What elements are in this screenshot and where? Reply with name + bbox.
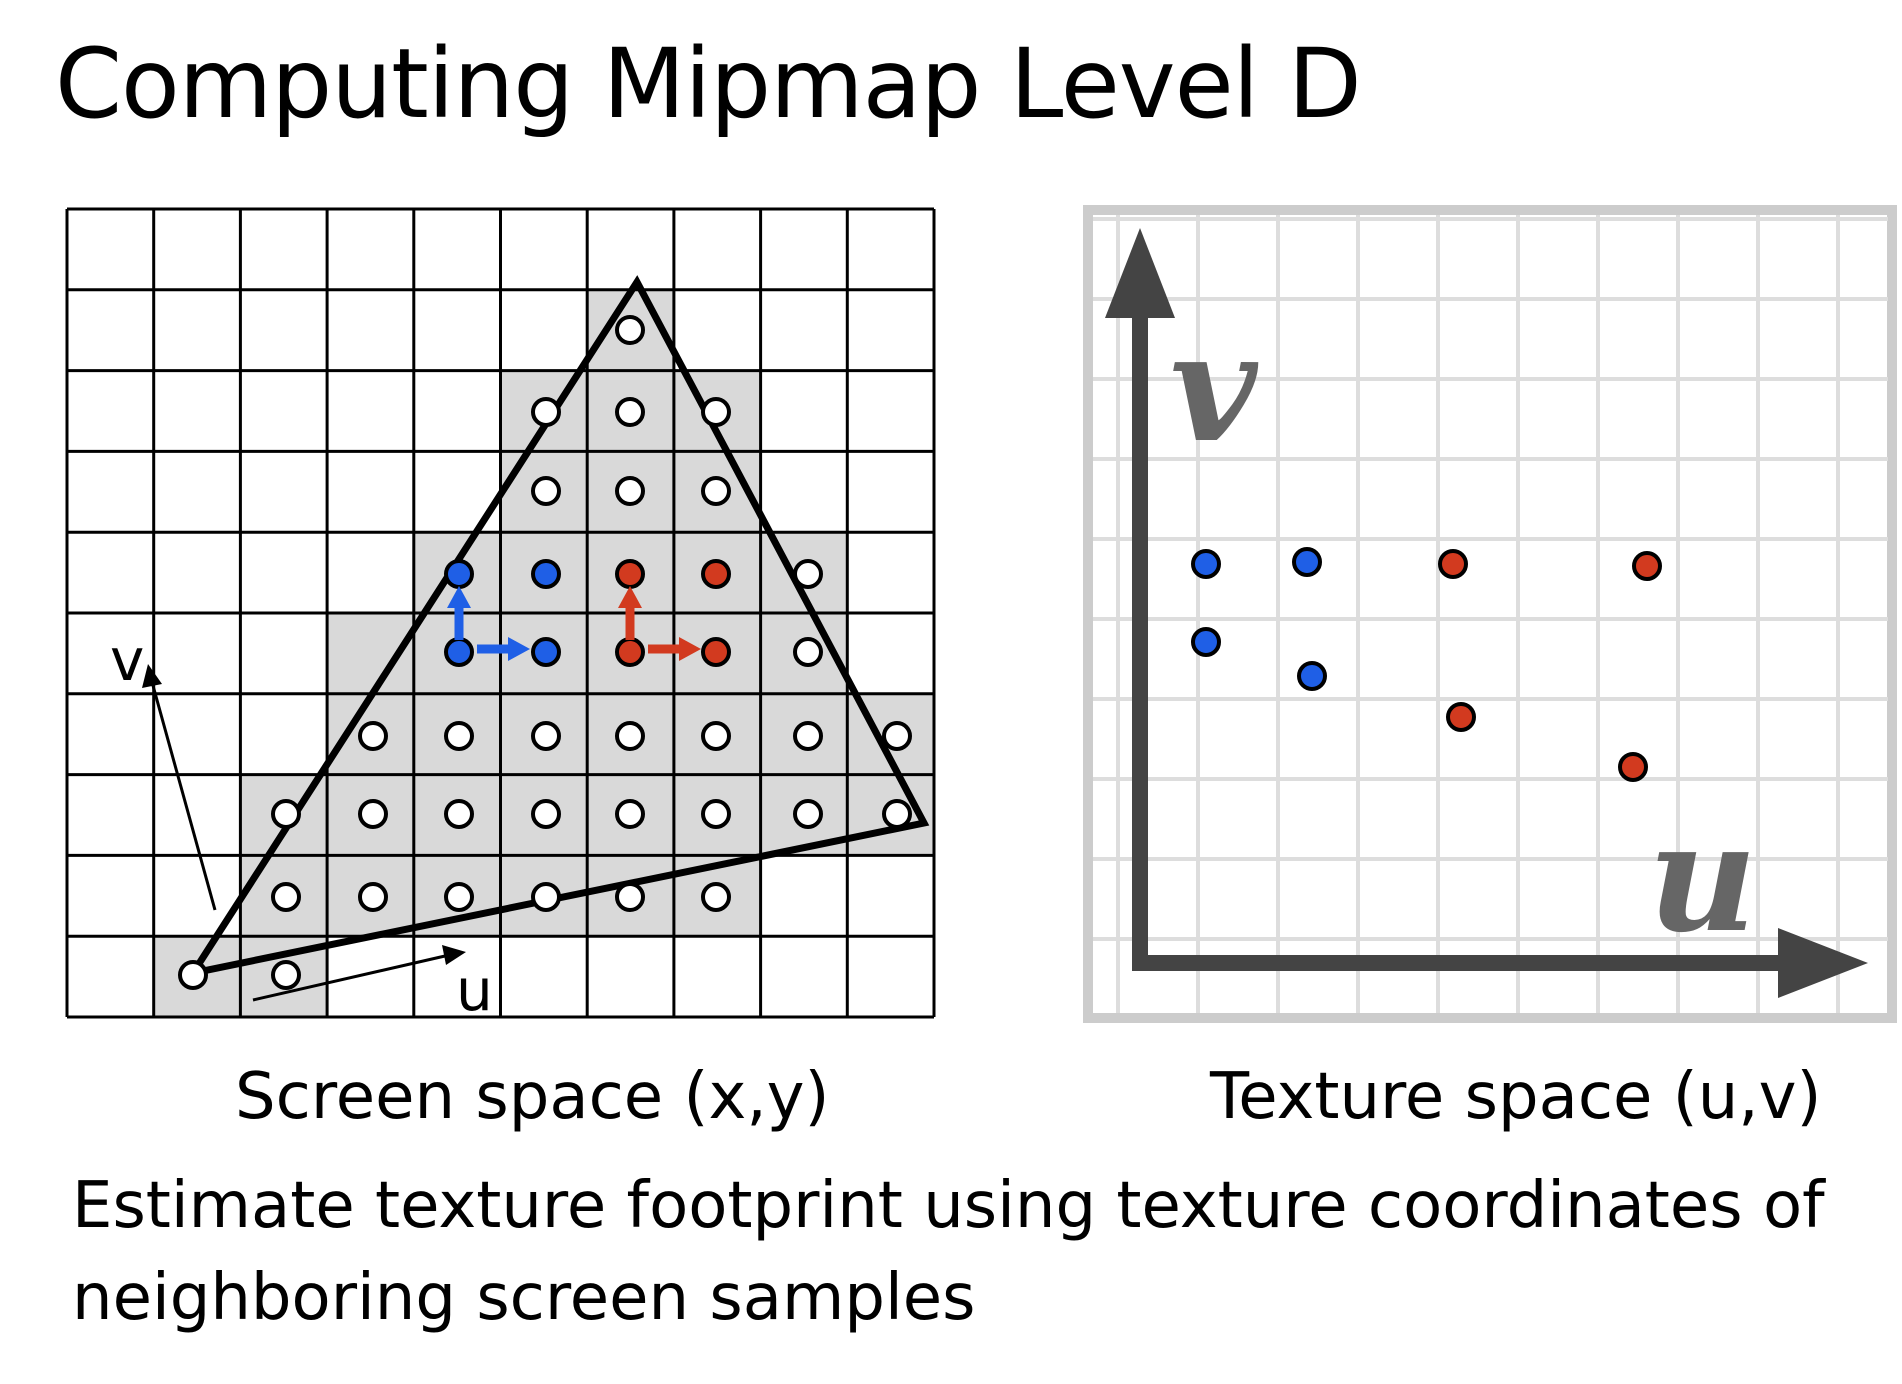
screen-space-panel: v u (65, 207, 936, 1024)
sample-point (531, 397, 561, 427)
texture-sample-points (1191, 547, 1662, 782)
blue-texture-point (1297, 661, 1327, 691)
sample-point (615, 315, 645, 345)
explanation-text: Estimate texture footprint using texture… (72, 1169, 1825, 1335)
blue-texture-point (1292, 547, 1322, 577)
sample-point (271, 960, 301, 990)
texture-axis-u-label: u (1648, 790, 1757, 966)
sample-point (271, 799, 301, 829)
sample-point (701, 799, 731, 829)
screen-axis-v-label: v (110, 626, 144, 694)
texture-grid (1093, 215, 1888, 1013)
sample-point (444, 799, 474, 829)
screen-pixel-grid (65, 207, 936, 1019)
sample-point (701, 721, 731, 751)
texture-space-panel: v u (1083, 205, 1897, 1023)
sample-point (531, 882, 561, 912)
sample-point (615, 882, 645, 912)
red-texture-point (1446, 702, 1476, 732)
sample-point (882, 721, 912, 751)
blue-sample (531, 559, 561, 589)
sample-point (793, 721, 823, 751)
red-texture-point (1438, 549, 1468, 579)
screen-space-caption: Screen space (x,y) (235, 1060, 830, 1134)
sample-point (701, 397, 731, 427)
sample-point (615, 721, 645, 751)
sample-point (793, 637, 823, 667)
red-sample (701, 637, 731, 667)
sample-point (444, 721, 474, 751)
sample-point (615, 476, 645, 506)
sample-point (358, 882, 388, 912)
screen-axis-u-label: u (456, 956, 493, 1024)
sample-point (531, 476, 561, 506)
blue-sample (444, 637, 474, 667)
sample-point (531, 799, 561, 829)
sample-point (615, 397, 645, 427)
blue-sample (531, 637, 561, 667)
sample-point (178, 960, 208, 990)
sample-point (882, 799, 912, 829)
covered-pixel-cells (153, 289, 934, 1017)
sample-point (793, 799, 823, 829)
screen-uv-axes (142, 664, 466, 1002)
sample-point (271, 882, 301, 912)
blue-sample (444, 559, 474, 589)
sample-point (358, 799, 388, 829)
red-sample (701, 559, 731, 589)
red-neighbor-arrows (618, 586, 701, 661)
blue-texture-point (1191, 549, 1221, 579)
blue-neighbor-arrows (447, 586, 530, 661)
slide-title: Computing Mipmap Level D (55, 28, 1362, 140)
texture-axes (1105, 228, 1868, 998)
red-texture-point (1632, 551, 1662, 581)
red-sample (615, 637, 645, 667)
red-texture-point (1618, 752, 1648, 782)
sample-point (701, 882, 731, 912)
sample-point (793, 559, 823, 589)
sample-point (531, 721, 561, 751)
red-sample (615, 559, 645, 589)
blue-texture-point (1191, 627, 1221, 657)
sample-point (615, 799, 645, 829)
sample-point (358, 721, 388, 751)
sample-point (701, 476, 731, 506)
texture-axis-v-label: v (1170, 300, 1259, 476)
sample-point (444, 882, 474, 912)
texture-space-caption: Texture space (u,v) (1210, 1060, 1822, 1134)
pixel-samples (178, 315, 912, 990)
